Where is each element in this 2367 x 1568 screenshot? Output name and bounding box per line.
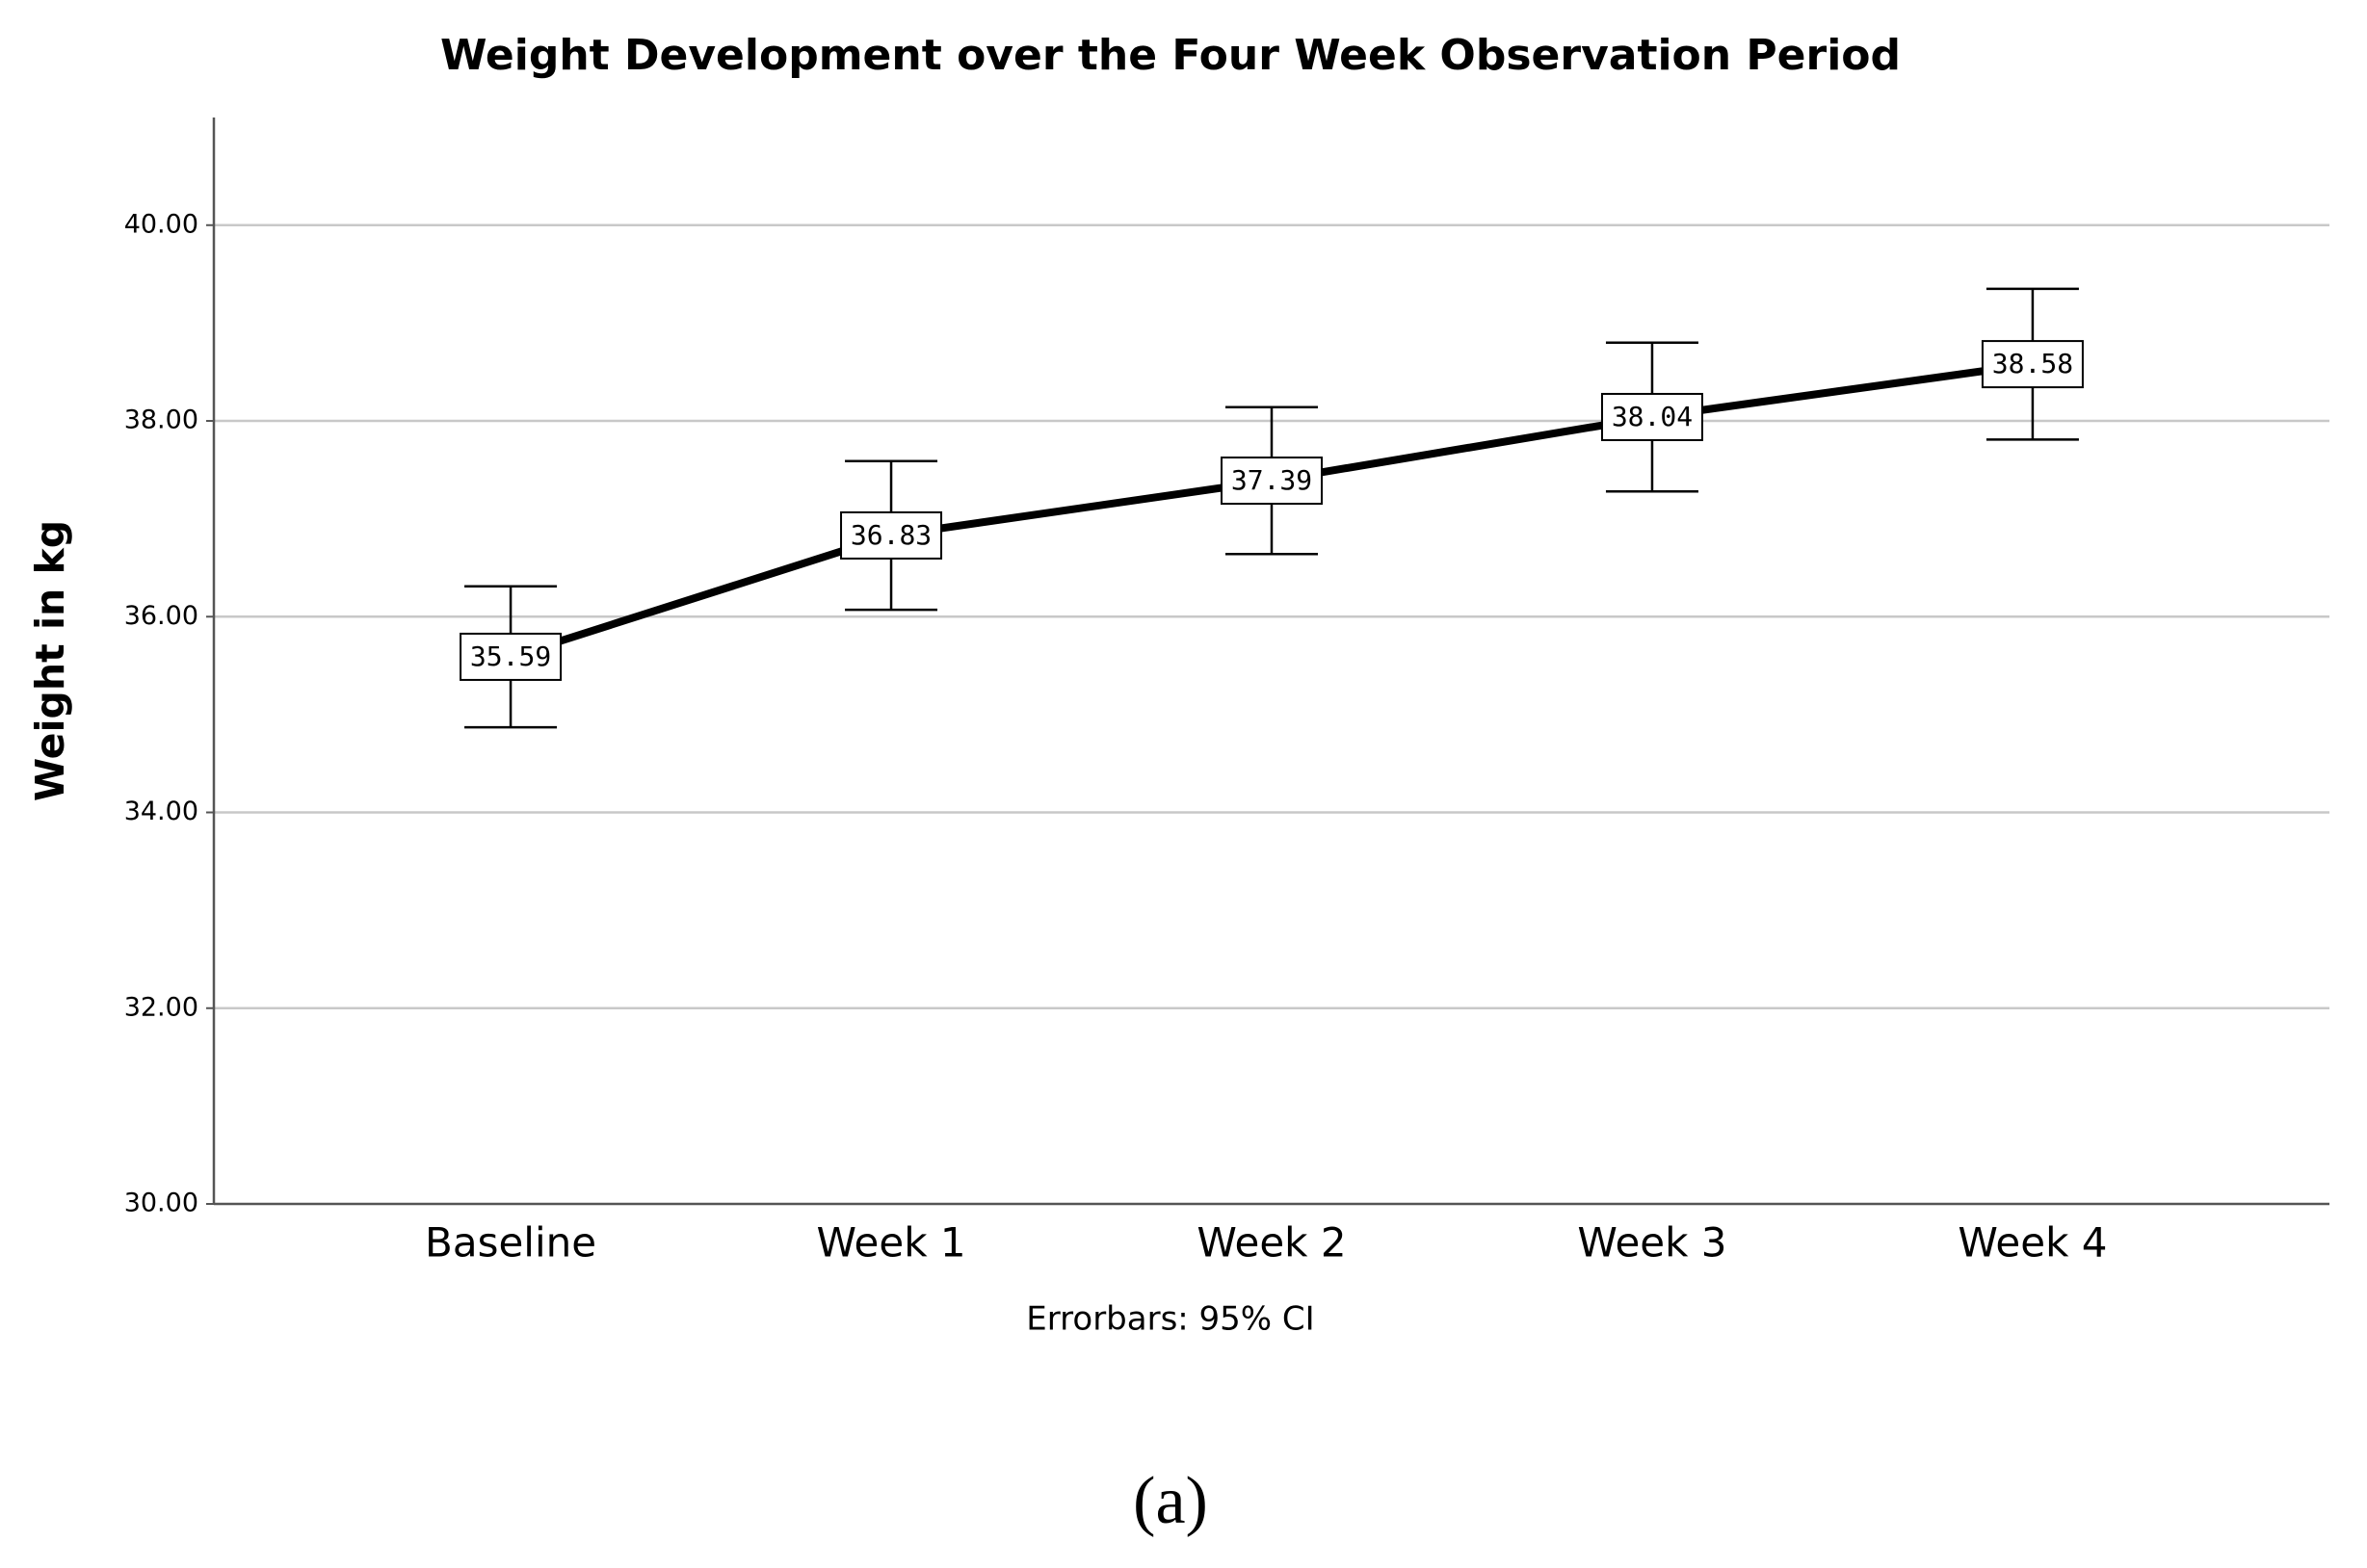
- data-label-box: [1600, 392, 1703, 441]
- x-tick-label: Baseline: [425, 1219, 596, 1267]
- note: Errorbars: 95% CI: [1026, 1300, 1314, 1339]
- x-tick-label: Week 2: [1197, 1219, 1346, 1267]
- y-tick-label: 38.00: [124, 405, 198, 435]
- data-label: 35.59: [470, 640, 551, 672]
- chart-title: Weight Development over the Four Week Ob…: [440, 31, 1901, 80]
- y-axis-label: Weight in kg: [27, 520, 73, 801]
- x-tick-label: Week 3: [1577, 1219, 1726, 1267]
- data-label-box: [460, 632, 563, 681]
- data-label-box: [1981, 340, 2084, 389]
- data-label: 36.83: [851, 519, 932, 551]
- y-tick-label: 40.00: [124, 209, 198, 239]
- y-tick-label: 34.00: [124, 797, 198, 826]
- data-label: 37.39: [1231, 464, 1312, 496]
- x-tick-label: Week 4: [1958, 1219, 2107, 1267]
- y-tick-label: 30.00: [124, 1189, 198, 1218]
- data-label: 38.04: [1612, 401, 1693, 432]
- data-label: 38.58: [1992, 348, 2073, 379]
- data-label-box: [1221, 457, 1323, 506]
- data-label-box: [840, 510, 943, 560]
- y-tick-label: 32.00: [124, 992, 198, 1022]
- x-tick-label: Week 1: [816, 1219, 965, 1267]
- caption: (a): [1133, 1464, 1208, 1538]
- y-tick-label: 36.00: [124, 601, 198, 631]
